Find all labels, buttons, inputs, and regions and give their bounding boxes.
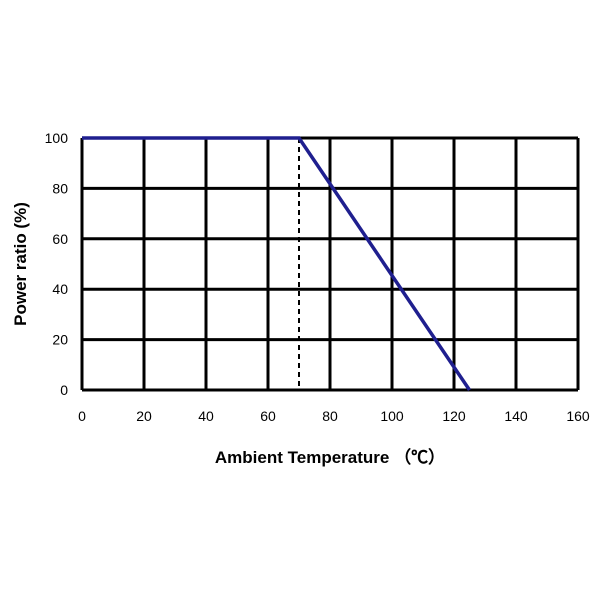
x-tick-label: 80 xyxy=(322,408,338,424)
y-tick-label: 20 xyxy=(52,332,68,348)
grid xyxy=(80,136,580,392)
x-tick-label: 100 xyxy=(380,408,404,424)
x-tick-label: 140 xyxy=(504,408,528,424)
y-tick-label: 80 xyxy=(52,180,68,196)
x-tick-label: 0 xyxy=(78,408,86,424)
tick-labels: 0 20 40 60 80 100 120 140 160 0 20 40 60 80 100 xyxy=(45,130,590,424)
series xyxy=(82,136,471,391)
y-tick-label: 100 xyxy=(45,130,69,146)
x-tick-label: 160 xyxy=(566,408,590,424)
x-tick-label: 120 xyxy=(442,408,466,424)
x-axis-title: Ambient Temperature （℃） xyxy=(215,447,445,467)
x-tick-label: 60 xyxy=(260,408,276,424)
x-tick-label: 20 xyxy=(136,408,152,424)
series-line xyxy=(82,136,471,391)
y-tick-label: 60 xyxy=(52,231,68,247)
y-tick-label: 40 xyxy=(52,281,68,297)
y-tick-label: 0 xyxy=(60,382,68,398)
x-tick-label: 40 xyxy=(198,408,214,424)
y-axis-title: Power ratio (%) xyxy=(11,202,30,326)
